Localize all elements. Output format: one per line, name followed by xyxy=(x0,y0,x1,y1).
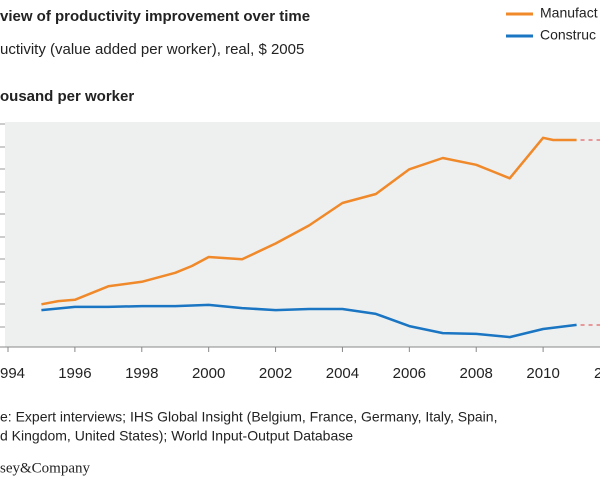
x-tick-label: 2006 xyxy=(393,365,426,382)
source-line: d Kingdom, United States); World Input-O… xyxy=(0,428,353,444)
chart-title: view of productivity improvement over ti… xyxy=(0,8,310,25)
x-tick-label: 2 xyxy=(594,365,600,382)
plot-area xyxy=(5,122,600,347)
y-axis-label: ousand per worker xyxy=(0,88,134,105)
x-tick-label: 1996 xyxy=(58,365,91,382)
x-tick-label: 1998 xyxy=(125,365,158,382)
chart-subtitle: uctivity (value added per worker), real,… xyxy=(0,41,304,58)
x-tick-label: 2004 xyxy=(326,365,359,382)
series-line xyxy=(41,303,577,339)
legend-label: Construc xyxy=(540,27,596,43)
x-tick-label: 2010 xyxy=(526,365,559,382)
y-axis-ticks xyxy=(0,123,5,328)
logo: sey&Company xyxy=(0,460,90,476)
series-line xyxy=(41,136,577,306)
x-tick-label: 994 xyxy=(0,365,25,382)
x-tick-label: 2000 xyxy=(192,365,225,382)
x-tick-label: 2008 xyxy=(460,365,493,382)
source-line: e: Expert interviews; IHS Global Insight… xyxy=(0,409,497,425)
legend-label: Manufact xyxy=(540,5,598,21)
x-tick-label: 2002 xyxy=(259,365,292,382)
